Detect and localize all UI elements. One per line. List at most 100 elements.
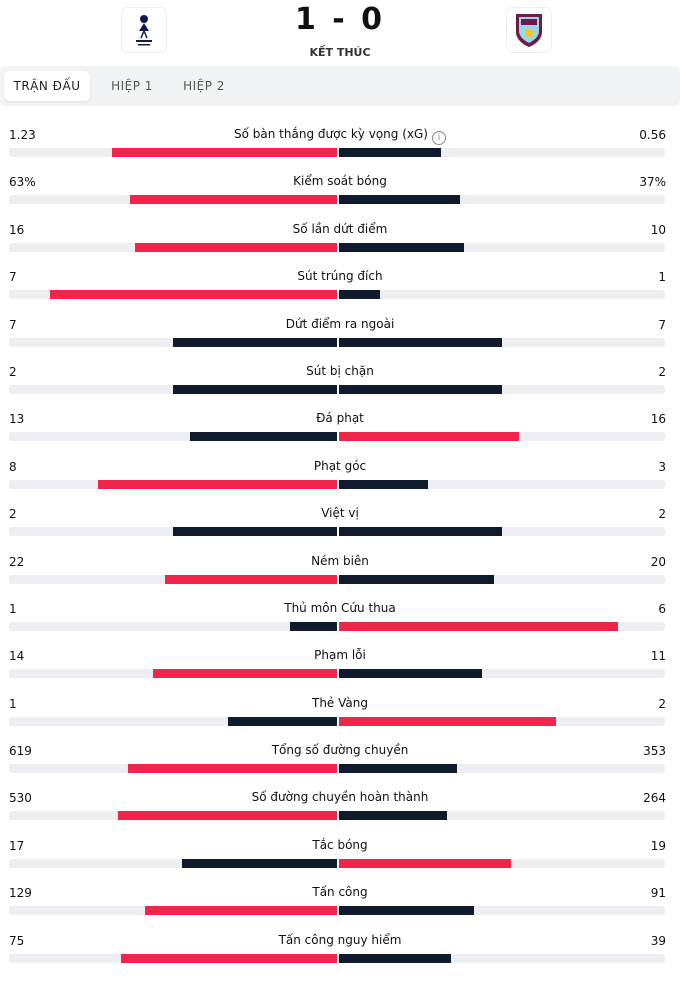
away-bar-track <box>339 290 665 300</box>
stat-label: Kiểm soát bóng <box>293 174 387 189</box>
home-bar-track <box>9 337 337 347</box>
stat-row: 14 Phạm lỗi 11 <box>0 645 680 692</box>
away-bar <box>339 953 451 963</box>
home-value: 16 <box>9 222 25 237</box>
home-bar-track <box>9 242 337 252</box>
stat-label: Thẻ Vàng <box>312 695 368 710</box>
away-value: 16 <box>650 412 666 427</box>
stat-row: 129 Tấn công 91 <box>0 882 680 929</box>
stat-row: 17 Tắc bóng 19 <box>0 835 680 882</box>
stat-label: Sút trúng đích <box>297 269 383 284</box>
away-bar-track <box>339 384 665 394</box>
away-value: 3 <box>658 459 666 474</box>
stat-row: 619 Tổng số đường chuyền 353 <box>0 740 680 787</box>
away-bar <box>339 479 428 489</box>
stat-label: Thủ môn Cứu thua <box>284 600 396 615</box>
away-bar <box>339 148 441 157</box>
home-value: 22 <box>9 554 25 569</box>
home-value: 619 <box>9 744 32 759</box>
away-bar-track <box>339 148 665 157</box>
away-bar <box>339 621 619 631</box>
away-value: 19 <box>650 838 666 853</box>
home-bar-track <box>9 527 337 537</box>
away-bar <box>339 337 502 347</box>
home-bar <box>118 811 337 821</box>
away-bar-track <box>339 716 665 726</box>
home-value: 63% <box>9 175 36 190</box>
away-value: 264 <box>643 791 666 806</box>
away-value: 2 <box>658 696 666 711</box>
period-tabs: TRẬN ĐẤU HIỆP 1 HIỆP 2 <box>0 66 680 106</box>
home-bar <box>173 527 337 537</box>
home-bar-track <box>9 669 337 679</box>
home-bar <box>227 716 337 726</box>
stat-label: Dứt điểm ra ngoài <box>285 316 395 331</box>
stat-row: 13 Đá phạt 16 <box>0 408 680 455</box>
away-team-crest[interactable] <box>507 8 551 52</box>
match-header: 1 - 0 KẾT THÚC <box>0 0 680 64</box>
away-bar <box>339 384 502 394</box>
home-value: 7 <box>9 317 17 332</box>
home-bar-track <box>9 479 337 489</box>
stat-row: 530 Số đường chuyền hoàn thành 264 <box>0 787 680 834</box>
home-bar <box>144 906 337 916</box>
away-bar-track <box>339 479 665 489</box>
home-value: 1 <box>9 696 17 711</box>
home-bar <box>173 337 337 347</box>
home-bar-track <box>9 574 337 584</box>
away-bar-track <box>339 764 665 774</box>
home-bar-track <box>9 811 337 821</box>
away-bar <box>339 669 483 679</box>
away-value: 2 <box>658 364 666 379</box>
away-bar-track <box>339 337 665 347</box>
home-bar-track <box>9 621 337 631</box>
tab-first-half[interactable]: HIỆP 1 <box>111 79 153 93</box>
home-bar <box>98 479 337 489</box>
home-value: 75 <box>9 933 25 948</box>
stat-label: Tấn công nguy hiểm <box>278 932 402 947</box>
away-value: 11 <box>650 649 666 664</box>
home-value: 8 <box>9 459 17 474</box>
home-bar <box>165 574 337 584</box>
away-bar <box>339 290 380 300</box>
stat-row: 16 Số lần dứt điểm 10 <box>0 219 680 266</box>
away-bar <box>339 716 557 726</box>
away-bar-track <box>339 574 665 584</box>
stat-row: 8 Phạt góc 3 <box>0 456 680 503</box>
home-bar-track <box>9 716 337 726</box>
stat-row: 2 Việt vị 2 <box>0 503 680 550</box>
tab-match[interactable]: TRẬN ĐẤU <box>4 71 90 101</box>
home-bar <box>153 669 337 679</box>
away-bar-track <box>339 953 665 963</box>
away-bar-track <box>339 621 665 631</box>
away-bar <box>339 858 512 868</box>
home-bar-track <box>9 432 337 442</box>
stat-row: 7 Dứt điểm ra ngoài 7 <box>0 314 680 361</box>
away-value: 7 <box>658 317 666 332</box>
home-bar-track <box>9 764 337 774</box>
away-bar <box>339 811 448 821</box>
away-value: 20 <box>650 554 666 569</box>
tab-second-half[interactable]: HIỆP 2 <box>183 79 225 93</box>
home-value: 14 <box>9 649 25 664</box>
info-icon[interactable]: i <box>431 131 446 145</box>
home-team-crest[interactable] <box>122 8 166 52</box>
away-bar <box>339 527 502 537</box>
match-status: KẾT THÚC <box>309 46 371 59</box>
home-bar-track <box>9 906 337 916</box>
away-bar <box>339 432 519 442</box>
stat-label: Đá phạt <box>316 411 364 426</box>
away-bar <box>339 764 458 774</box>
away-value: 6 <box>658 601 666 616</box>
away-bar <box>339 242 465 252</box>
stat-label: Ném biên <box>311 553 369 568</box>
tottenham-crest-icon <box>136 15 152 46</box>
home-bar <box>128 764 337 774</box>
home-value: 1.23 <box>9 128 36 142</box>
away-bar-track <box>339 811 665 821</box>
home-value: 17 <box>9 838 25 853</box>
home-bar-track <box>9 195 337 205</box>
away-value: 10 <box>650 222 666 237</box>
stat-row: 22 Ném biên 20 <box>0 551 680 598</box>
away-bar-track <box>339 195 665 205</box>
